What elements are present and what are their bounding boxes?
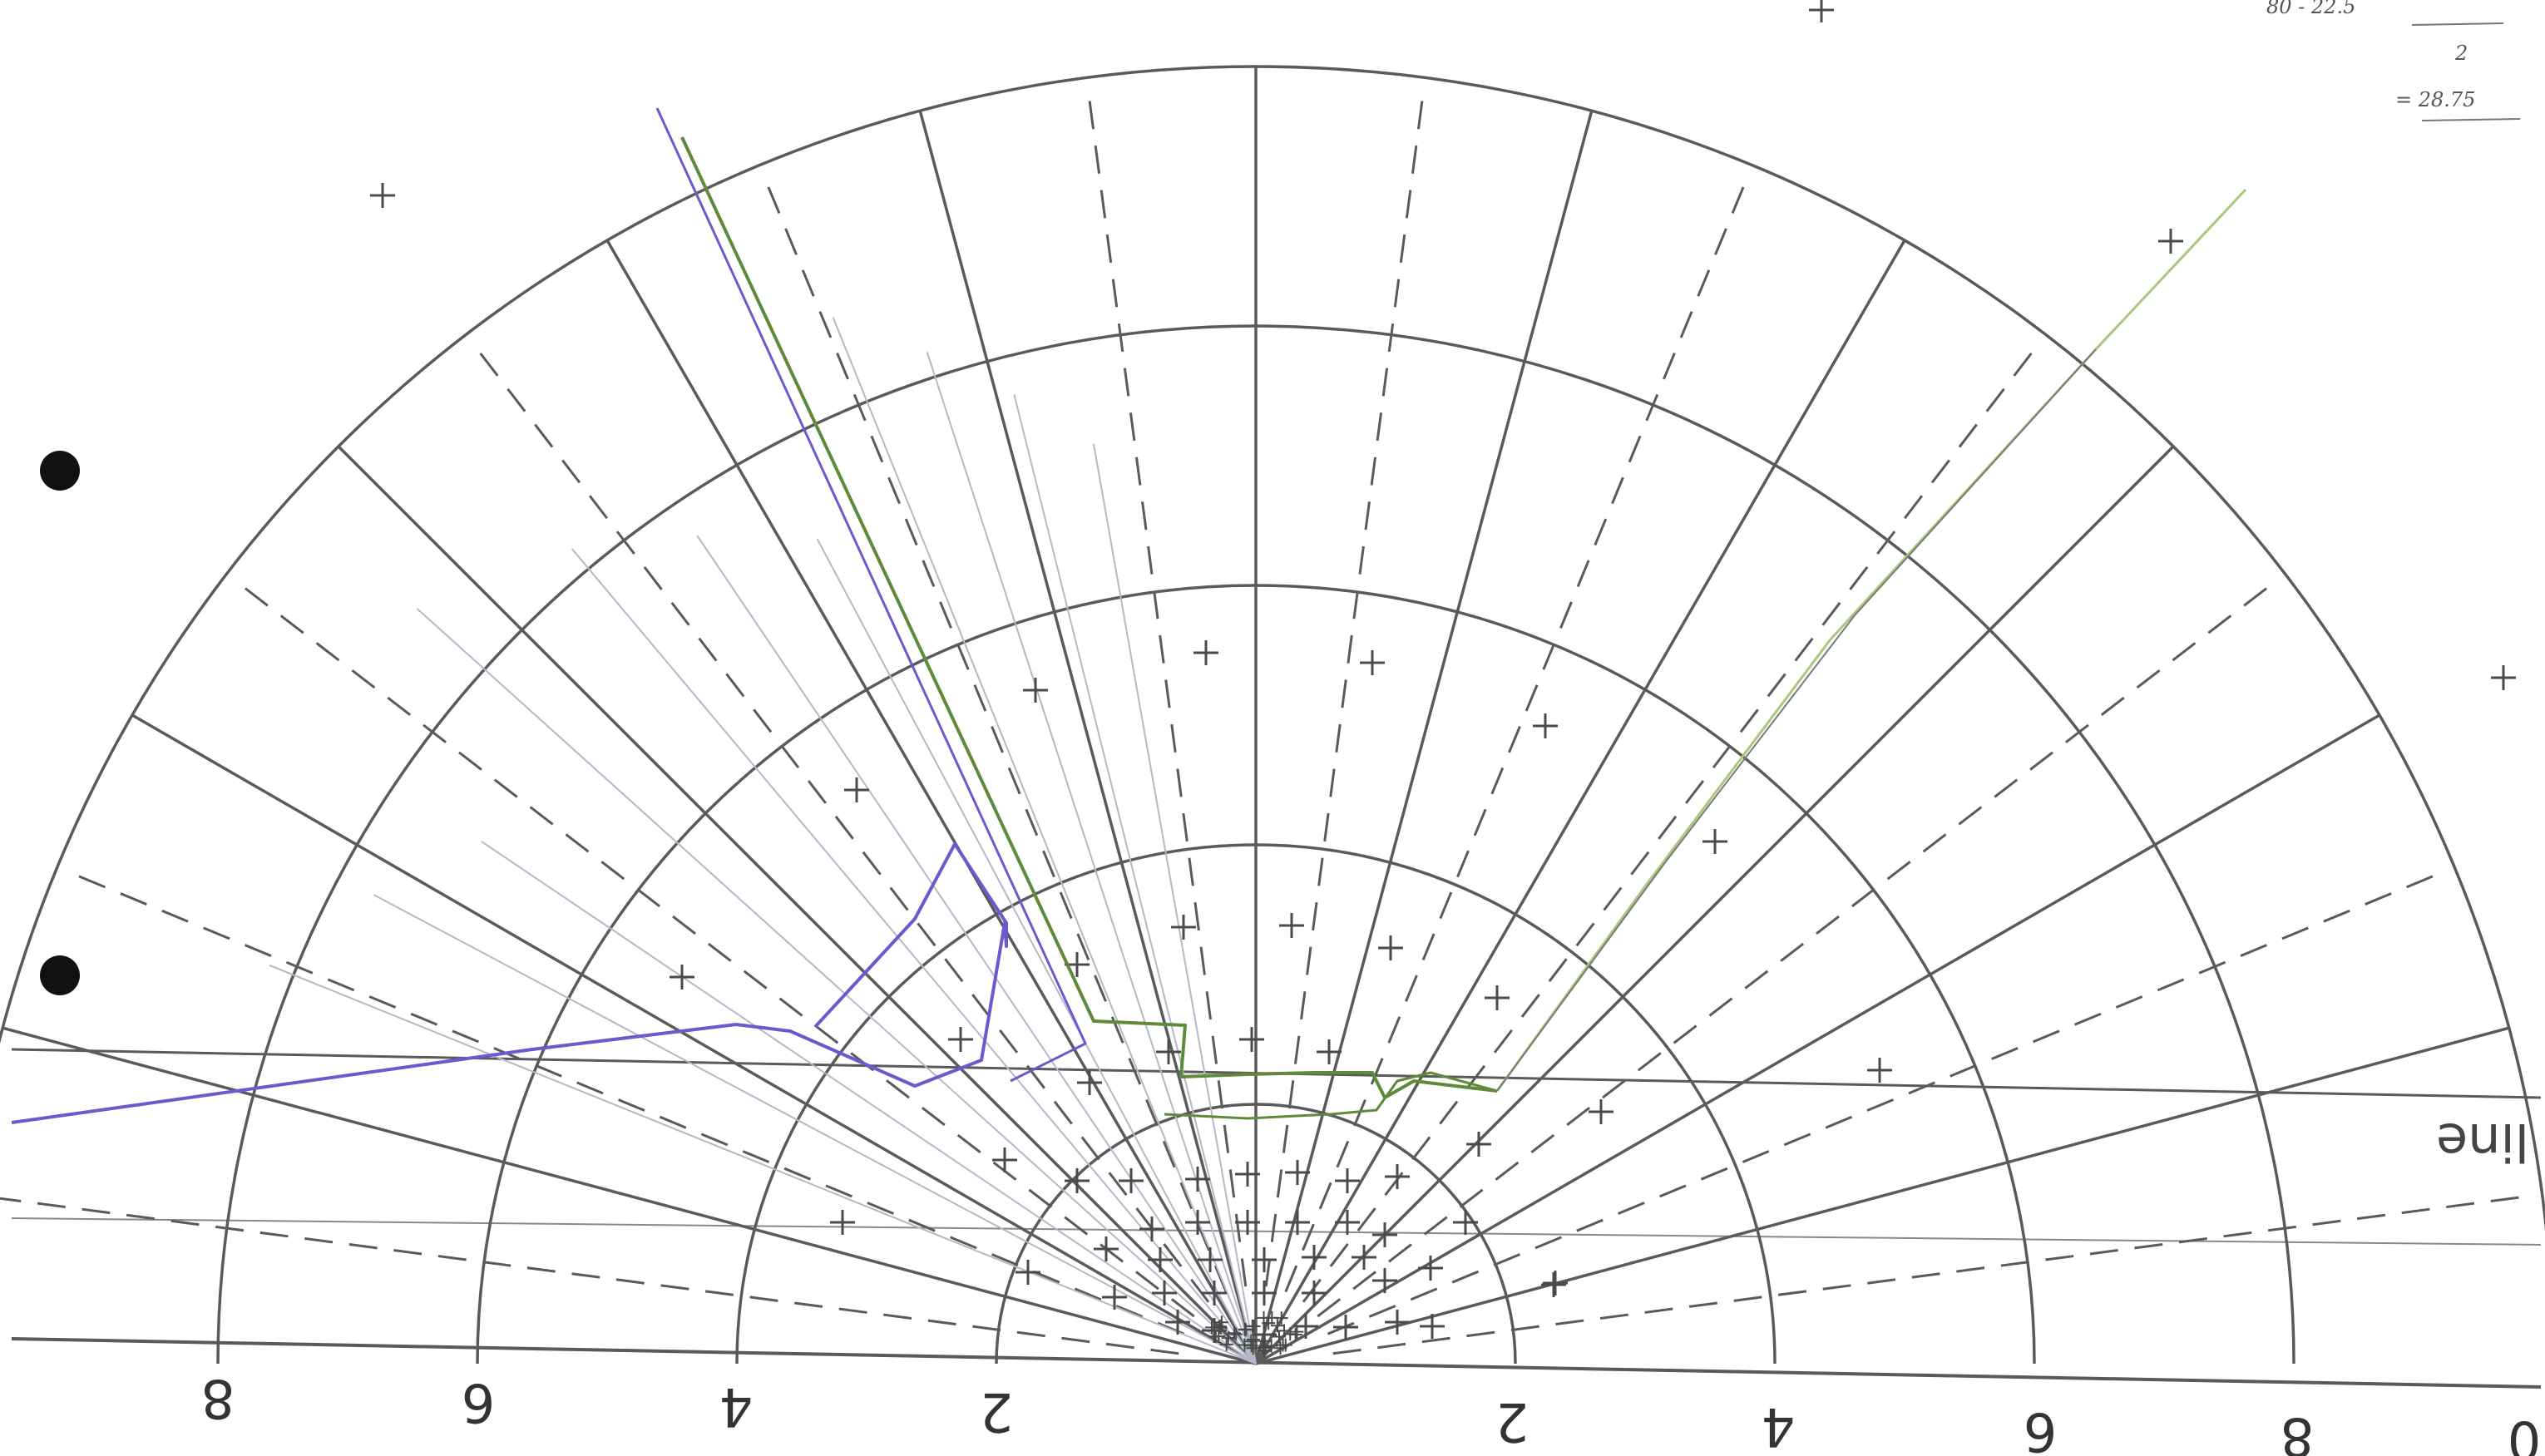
plus-marker-5 <box>1023 678 1048 703</box>
faint-ray <box>269 965 1256 1364</box>
dashed-spoke-127.5deg <box>474 345 1208 1302</box>
spoke-45deg <box>1256 447 2173 1364</box>
plus-marker-21 <box>1867 1058 1892 1083</box>
concentric-arcs <box>0 67 2545 1364</box>
plus-marker-11 <box>670 965 694 990</box>
scale-label-6-left: 6 <box>462 1371 496 1433</box>
note-fraction-bar <box>2412 23 2503 25</box>
plus-marker-63 <box>1541 1272 1566 1297</box>
plus-marker-10 <box>1702 829 1727 854</box>
dashed-spokes <box>0 91 2529 1354</box>
plus-marker-52 <box>1302 1281 1327 1305</box>
faint-ray <box>482 842 1256 1364</box>
plus-marker-54 <box>1543 1271 1568 1296</box>
dashed-spoke-82.5deg <box>1266 91 1423 1286</box>
spoke-60deg <box>1256 240 1905 1364</box>
spoke-15deg <box>1256 1028 2509 1364</box>
binder-hole-bottom <box>40 955 80 995</box>
note-underline <box>2422 119 2520 121</box>
dashed-spoke-112.5deg <box>764 177 1226 1291</box>
dashed-spoke-7.5deg <box>1333 1196 2529 1353</box>
plus-marker-4 <box>2491 665 2516 690</box>
binder-hole-top <box>40 451 80 491</box>
plus-marker-23 <box>1466 1132 1491 1157</box>
plus-marker-22 <box>1589 1099 1613 1124</box>
plus-marker-53 <box>1372 1268 1397 1293</box>
faint-ray <box>373 895 1256 1364</box>
plus-marker-18 <box>1239 1027 1264 1052</box>
plus-marker-19 <box>1156 1039 1181 1064</box>
plus-marker-39 <box>1453 1210 1478 1235</box>
radial-spokes <box>2 67 2509 1364</box>
plus-marker-2 <box>1809 0 1834 22</box>
plus-marker-32 <box>1385 1164 1410 1189</box>
scale-label-2-left: 2 <box>980 1380 1014 1442</box>
note-line-1: 80 - 22.5 <box>2266 0 2355 18</box>
line-label: line <box>2436 1112 2529 1172</box>
handwritten-note: 80 - 22.5 2 = 28.75 <box>2266 0 2520 121</box>
arc-ring-5 <box>0 67 2545 1364</box>
faint-ray <box>833 318 1256 1364</box>
scale-label-4-left: 4 <box>719 1375 754 1437</box>
dashed-spoke-22.5deg <box>1327 872 2442 1334</box>
dashed-spoke-157.5deg <box>69 872 1184 1334</box>
dashed-spoke-97.5deg <box>1088 91 1245 1286</box>
plus-marker-14 <box>1171 915 1196 940</box>
plus-marker-15 <box>1279 913 1304 938</box>
plus-marker-16 <box>1378 935 1403 960</box>
plus-marker-37 <box>1335 1210 1360 1235</box>
spoke-150deg <box>132 715 1256 1364</box>
plus-marker-9 <box>844 777 869 802</box>
scale-label-8-left: 8 <box>201 1367 235 1429</box>
plus-marker-28 <box>1185 1167 1210 1192</box>
plus-marker-3 <box>2158 229 2183 254</box>
gray-trace-right <box>1497 349 2096 1091</box>
dashed-spoke-142.5deg <box>237 582 1194 1316</box>
scale-label-0-right: 0 <box>2508 1409 2542 1456</box>
purple-trace-upper <box>657 108 1085 1081</box>
plus-marker-8 <box>1533 713 1558 738</box>
spoke-120deg <box>607 240 1256 1364</box>
faint-ray <box>927 352 1256 1364</box>
faint-ray <box>697 536 1256 1364</box>
spoke-105deg <box>920 111 1256 1364</box>
plus-marker-6 <box>1193 640 1218 665</box>
faint-ray <box>1014 394 1256 1364</box>
plus-marker-47 <box>1016 1260 1040 1285</box>
spoke-30deg <box>1256 715 2379 1364</box>
lower-guide-line <box>12 1218 2541 1245</box>
note-line-3: = 28.75 <box>2395 88 2475 111</box>
scale-label-8-right: 8 <box>2281 1405 2315 1456</box>
note-line-2: 2 <box>2454 42 2468 65</box>
plus-marker-62 <box>830 1210 855 1235</box>
plus-markers <box>370 0 2516 1358</box>
spoke-165deg <box>2 1028 1256 1364</box>
dashed-spoke-67.5deg <box>1286 177 1747 1291</box>
plus-marker-12 <box>948 1027 973 1052</box>
plus-marker-25 <box>992 1148 1017 1172</box>
plus-marker-26 <box>1065 1168 1090 1193</box>
dashed-spoke-52.5deg <box>1303 345 2038 1302</box>
plus-marker-1 <box>370 183 395 208</box>
plus-marker-60 <box>1385 1310 1410 1335</box>
plus-marker-17 <box>1485 985 1510 1010</box>
plus-marker-7 <box>1360 650 1385 675</box>
scale-label-2-right: 2 <box>1495 1390 1529 1452</box>
plus-marker-33 <box>1139 1217 1164 1241</box>
spoke-75deg <box>1256 111 1592 1364</box>
light-green-trace-right <box>1497 190 2246 1091</box>
scale-label-6-right: 6 <box>2024 1400 2058 1456</box>
purple-trace-left <box>12 844 1006 1123</box>
scale-label-4-right: 4 <box>1762 1395 1796 1456</box>
